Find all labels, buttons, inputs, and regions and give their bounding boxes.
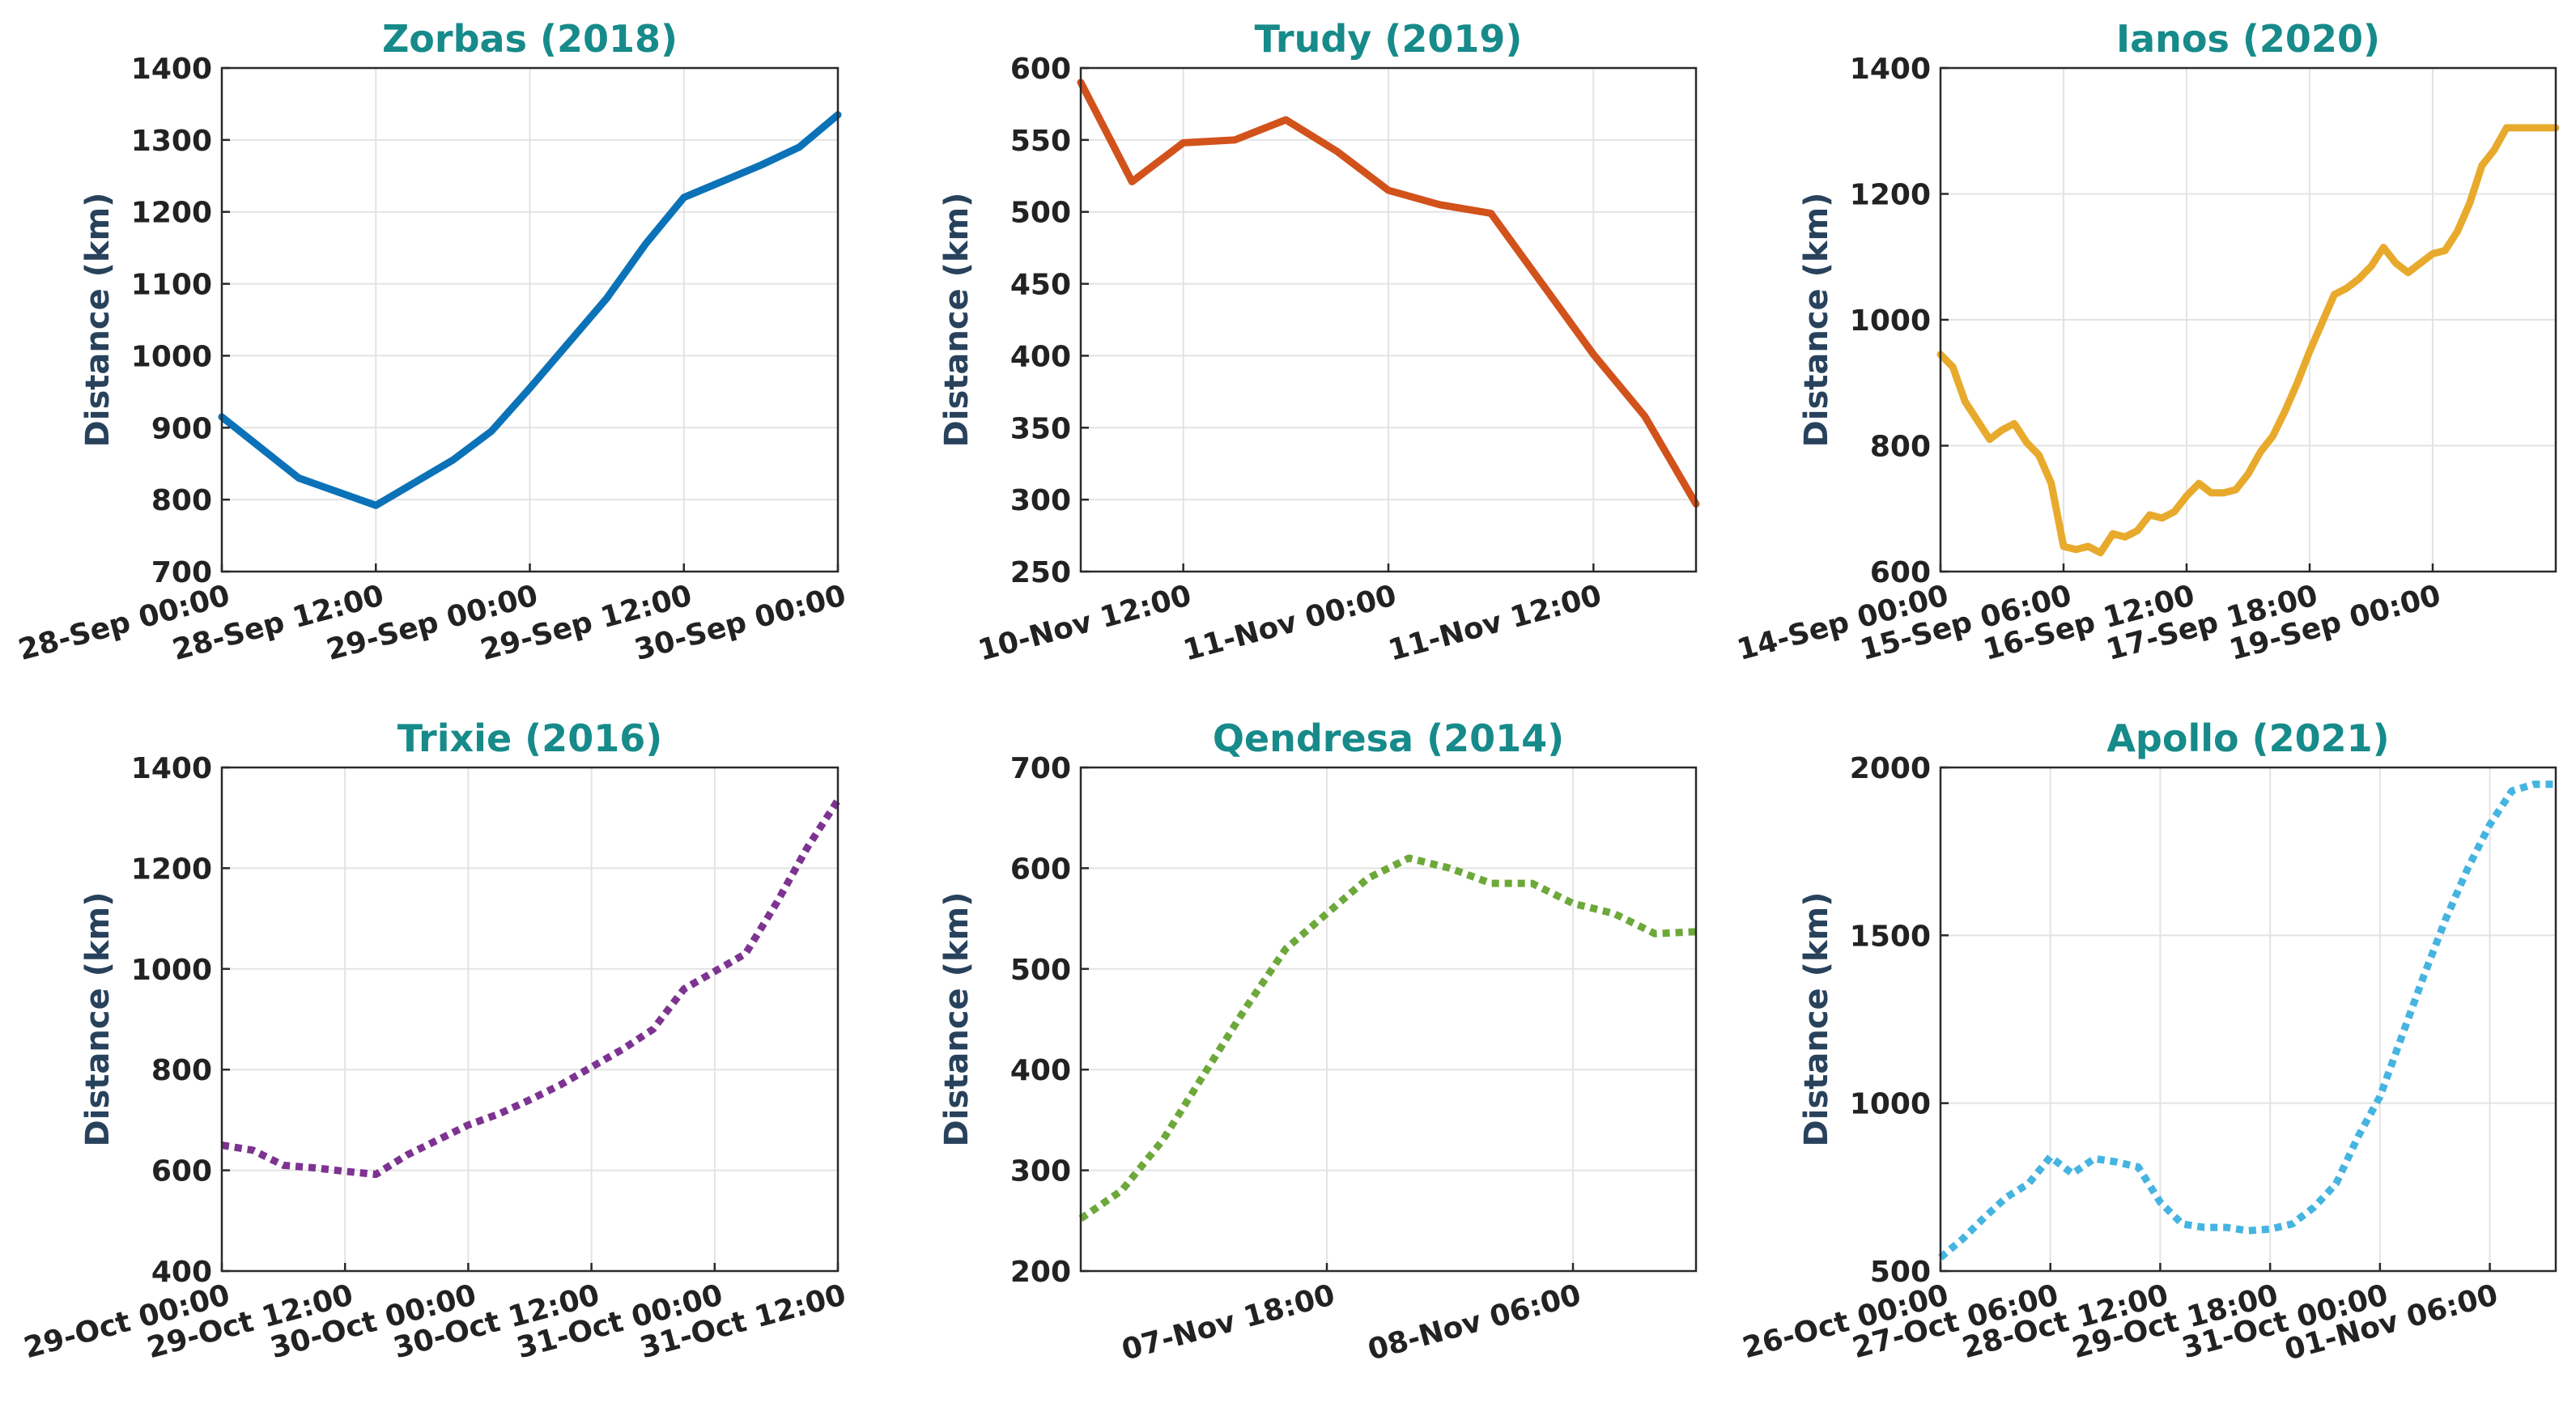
x-tick-label: 11-Nov 00:00	[1180, 579, 1400, 668]
plot-frame	[1939, 766, 2557, 1273]
series-line	[218, 111, 842, 509]
plot-area	[222, 767, 838, 1271]
y-tick-label: 450	[1010, 269, 1071, 302]
y-tick-label: 1100	[131, 269, 212, 302]
y-tick-label: 1000	[1850, 304, 1931, 338]
plot-frame	[220, 766, 840, 1273]
y-tick-label: 500	[1870, 1256, 1931, 1289]
y-tick-label: 1200	[1850, 179, 1931, 212]
y-tick-label: 500	[1010, 197, 1071, 230]
y-tick-label: 250	[1010, 556, 1071, 589]
y-tick-label: 600	[1010, 53, 1071, 86]
y-axis-label: Distance (km)	[1798, 892, 1835, 1147]
series-line	[1077, 79, 1700, 508]
chart-title: Trudy (2019)	[1255, 17, 1523, 61]
chart-title: Zorbas (2018)	[382, 17, 678, 61]
y-axis-label: Distance (km)	[938, 193, 976, 448]
x-tick-label: 11-Nov 12:00	[1385, 579, 1605, 668]
y-tick-label: 1200	[131, 197, 212, 230]
y-tick-label: 300	[1010, 484, 1071, 517]
series-line	[221, 797, 841, 1179]
chart-title: Apollo (2021)	[2106, 716, 2389, 760]
chart-title: Trixie (2016)	[397, 716, 663, 760]
y-tick-label: 600	[1870, 556, 1931, 589]
y-tick-label: 400	[1010, 340, 1071, 373]
y-tick-label: 1400	[131, 752, 212, 785]
y-tick-label: 800	[151, 1054, 212, 1087]
series-line	[1078, 854, 1697, 1222]
y-tick-label: 1000	[1850, 1088, 1931, 1121]
y-tick-label: 400	[1010, 1054, 1071, 1087]
y-tick-label: 1000	[131, 954, 212, 987]
series-line	[1936, 124, 2560, 557]
y-tick-label: 200	[1010, 1256, 1071, 1289]
y-tick-label: 300	[1010, 1155, 1071, 1188]
y-tick-label: 600	[151, 1155, 212, 1188]
chart-title: Ianos (2020)	[2116, 17, 2380, 61]
x-tick-label: 08-Nov 06:00	[1364, 1278, 1584, 1367]
y-tick-label: 550	[1010, 125, 1071, 158]
y-tick-label: 1000	[131, 340, 212, 373]
y-axis-label: Distance (km)	[1798, 193, 1835, 448]
y-tick-label: 600	[1010, 852, 1071, 886]
y-tick-label: 900	[151, 412, 212, 445]
plot-area	[1081, 767, 1696, 1271]
x-tick-label: 10-Nov 12:00	[975, 579, 1195, 668]
x-tick-label: 07-Nov 18:00	[1118, 1278, 1338, 1367]
chart-title: Qendresa (2014)	[1213, 716, 1564, 760]
chart-panel: 200 300 400 500 600 700 07-Nov 18:00 08-Nov 06:…	[938, 716, 1698, 1367]
y-tick-label: 700	[1010, 752, 1071, 785]
y-tick-label: 400	[151, 1256, 212, 1289]
y-tick-label: 700	[151, 556, 212, 589]
plot-frame	[1079, 766, 1698, 1273]
y-axis-label: Distance (km)	[79, 892, 117, 1147]
y-tick-label: 1500	[1850, 920, 1931, 953]
y-axis-label: Distance (km)	[938, 892, 976, 1147]
y-tick-label: 1400	[1850, 53, 1931, 86]
y-tick-label: 800	[1870, 431, 1931, 464]
y-tick-label: 800	[151, 484, 212, 517]
y-axis-label: Distance (km)	[79, 193, 117, 448]
y-tick-label: 1200	[131, 852, 212, 886]
y-tick-label: 1300	[131, 125, 212, 158]
y-tick-label: 2000	[1850, 752, 1931, 785]
y-tick-label: 350	[1010, 412, 1071, 445]
y-tick-label: 1400	[131, 53, 212, 86]
y-tick-label: 500	[1010, 954, 1071, 987]
plot-area	[1941, 767, 2556, 1271]
